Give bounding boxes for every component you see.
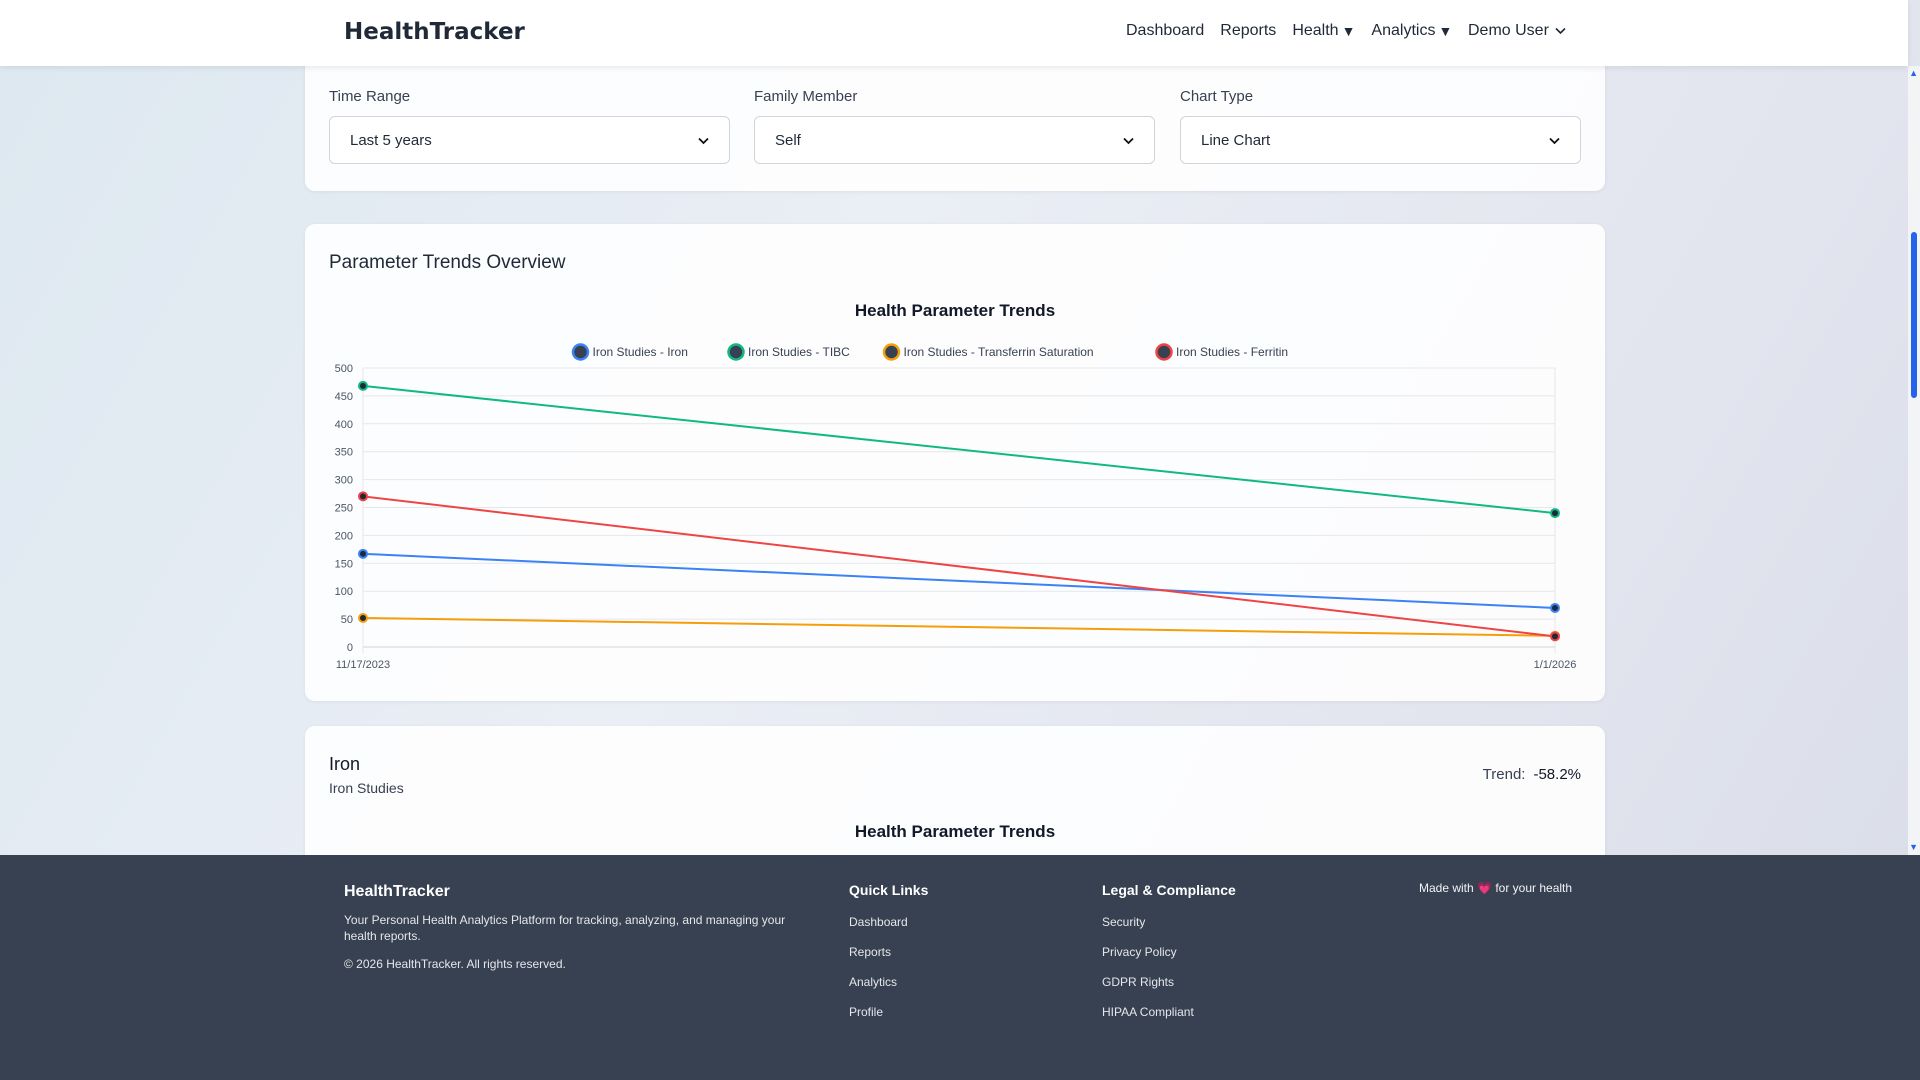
nav-dashboard-link[interactable]: Dashboard [1126,22,1205,39]
footer-link-analytics[interactable]: Analytics [849,975,898,989]
y-tick-label: 200 [335,530,353,542]
data-point [358,380,368,391]
legend-marker [1155,343,1173,361]
legend-marker [727,343,745,361]
data-point [1550,508,1560,519]
iron-chart-title: Health Parameter Trends [854,822,1056,841]
brand-logo[interactable]: HealthTracker [344,19,525,45]
chevron-down-icon [1555,24,1566,38]
series-line [362,552,1556,609]
series-line [362,384,1556,515]
nav-reports-link[interactable]: Reports [1220,22,1277,39]
footer-link-reports[interactable]: Reports [849,945,892,959]
y-tick-label: 150 [335,558,353,570]
footer-link-dashboard[interactable]: Dashboard [849,915,908,929]
for-your-health-text: for your health [1495,881,1573,895]
chart-type-select[interactable]: Line Chart [1180,116,1581,164]
data-point [358,612,368,623]
footer-link-gdpr-rights[interactable]: GDPR Rights [1102,975,1175,989]
data-point [358,548,368,559]
parameter-group: Iron Studies [329,780,404,796]
family-member-value: Self [775,131,801,149]
user-menu[interactable]: Demo User [1468,22,1566,40]
footer-link-privacy-policy[interactable]: Privacy Policy [1102,945,1177,959]
caret-down-icon: ▼ [1438,23,1453,39]
footer: HealthTracker Your Personal Health Analy… [0,855,1920,1080]
made-with-text: Made with [1419,881,1474,895]
chevron-down-icon [698,133,709,148]
footer-brand: HealthTracker [344,883,450,900]
series-line [362,616,1556,637]
trend-value: -58.2% [1533,766,1581,783]
nav-analytics-label: Analytics [1371,22,1436,39]
series-line [362,495,1556,638]
scroll-down-arrow-icon[interactable]: ▼ [1909,842,1918,852]
chevron-down-icon [1123,133,1134,148]
footer-link-profile[interactable]: Profile [849,1005,884,1019]
nav-health-dropdown[interactable]: Health ▼ [1292,22,1355,40]
legend-marker [571,343,590,361]
legend-label: Iron Studies - Iron [593,345,688,359]
quick-links-title: Quick Links [849,882,929,898]
y-tick-label: 300 [335,475,353,487]
data-point [1550,602,1560,613]
family-member-select[interactable]: Self [754,116,1155,164]
caret-down-icon: ▼ [1341,23,1356,39]
nav-health-label: Health [1292,22,1339,39]
top-navbar: HealthTracker Dashboard Reports Health ▼… [0,0,1908,66]
heart-icon: 💗 [1477,881,1492,895]
footer-copyright: © 2026 HealthTracker. All rights reserve… [344,957,566,971]
scroll-up-arrow-icon[interactable]: ▲ [1909,68,1918,78]
legal-title: Legal & Compliance [1102,882,1236,898]
footer-legal-links: Legal & Compliance Security Privacy Poli… [1102,882,1236,1035]
x-tick-label: 1/1/2026 [1534,659,1577,671]
family-member-label: Family Member [754,88,858,105]
family-member-filter: Family Member Self [754,88,1155,164]
y-tick-label: 400 [335,419,353,431]
parameter-name: Iron [329,754,361,774]
footer-link-security[interactable]: Security [1102,915,1146,929]
chart-title: Health Parameter Trends [855,301,1055,320]
made-with-love: Made with 💗 for your health [1419,881,1572,895]
chart-type-filter: Chart Type Line Chart [1180,88,1581,164]
data-point [358,491,368,502]
chevron-down-icon [1549,133,1560,148]
filters-card: Time Range Last 5 years Family Member Se… [305,56,1605,191]
footer-link-hipaa-compliant[interactable]: HIPAA Compliant [1102,1005,1194,1019]
y-tick-label: 250 [335,503,353,515]
y-tick-label: 50 [341,614,353,626]
trends-overview-card: Parameter Trends Overview Health Paramet… [305,224,1605,701]
legend-label: Iron Studies - TIBC [748,345,850,359]
trend-indicator: Trend: -58.2% [1483,766,1581,783]
footer-quick-links: Quick Links Dashboard Reports Analytics … [849,882,928,1035]
time-range-filter: Time Range Last 5 years [329,88,730,164]
y-tick-label: 0 [347,642,353,654]
user-name: Demo User [1468,22,1549,39]
time-range-select[interactable]: Last 5 years [329,116,730,164]
y-tick-label: 500 [335,363,353,375]
trend-label: Trend: [1482,766,1526,783]
chart-type-value: Line Chart [1201,131,1271,149]
scrollbar-thumb[interactable] [1911,232,1917,398]
y-tick-label: 450 [335,391,353,403]
legend-marker [882,343,901,361]
page-scrollbar[interactable] [1908,66,1920,856]
data-point [1550,631,1560,642]
trends-line-chart: Health Parameter Trends Iron Studies - Ir… [335,301,1577,671]
chart-type-label: Chart Type [1180,88,1254,105]
x-tick-label: 11/17/2023 [336,659,390,671]
footer-description: Your Personal Health Analytics Platform … [344,913,786,943]
time-range-label: Time Range [329,88,411,105]
time-range-value: Last 5 years [350,131,432,149]
nav-analytics-dropdown[interactable]: Analytics ▼ [1371,22,1452,40]
nav-links: Dashboard Reports Health ▼ Analytics ▼ [1126,22,1468,40]
overview-title: Parameter Trends Overview [329,252,566,273]
legend-label: Iron Studies - Ferritin [1176,345,1288,359]
y-tick-label: 350 [335,447,353,459]
y-tick-label: 100 [335,586,353,598]
legend-label: Iron Studies - Transferrin Saturation [904,345,1094,359]
